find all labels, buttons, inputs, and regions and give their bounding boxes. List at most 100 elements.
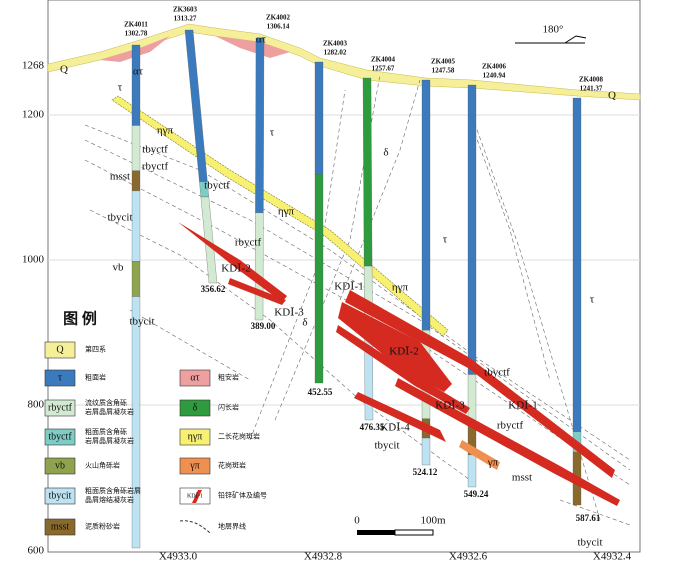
hole-id: ZK4002 xyxy=(266,14,291,22)
rock-label: tbyctf xyxy=(142,144,168,156)
legend-swatch xyxy=(44,428,76,446)
rock-label: τ xyxy=(270,127,275,139)
rock-label: rbyctf xyxy=(235,237,262,249)
rock-label: KDⅠ-4 xyxy=(380,422,410,434)
legend-label: 粗面质含角砾岩屑 xyxy=(85,486,141,495)
hole-id: ZK4008 xyxy=(579,76,604,84)
rock-label: ατ xyxy=(256,34,267,46)
legend-swatch xyxy=(179,369,211,387)
hole-depth: 587.61 xyxy=(576,513,601,523)
hole-segment xyxy=(131,125,141,171)
hole-segment xyxy=(421,437,431,466)
legend-label: 粗面质含角砾 xyxy=(85,427,127,436)
andesite xyxy=(215,36,290,58)
rock-label: δ xyxy=(302,317,307,329)
boundary xyxy=(84,139,631,471)
hole-id: ZK4004 xyxy=(371,56,396,64)
rock-label: τ xyxy=(443,234,448,246)
boundary xyxy=(339,79,421,301)
rock-label: KDⅠ-1 xyxy=(508,400,537,412)
hole-segment xyxy=(254,212,264,321)
x-tick-label: X4932.4 xyxy=(593,551,632,562)
quaternary-cover xyxy=(47,23,641,101)
hole-elevation: 1282.02 xyxy=(324,49,347,57)
legend-label: 粗面岩 xyxy=(85,373,106,382)
hole-elevation: 1313.27 xyxy=(174,15,197,23)
boundary xyxy=(89,209,471,481)
rock-label: γπ xyxy=(487,457,499,469)
scale-bar xyxy=(357,529,434,536)
legend-symbol: Q xyxy=(56,344,64,355)
x-tick-label: X4932.6 xyxy=(449,551,488,562)
ore-body xyxy=(228,278,286,305)
legend-swatch xyxy=(179,457,211,475)
legend-label: 流纹质含角砾 xyxy=(85,398,127,407)
rock-label: rbyctf xyxy=(497,420,524,432)
legend-symbol: msst xyxy=(51,521,70,532)
rock-label: ηγπ xyxy=(157,125,174,137)
hole-segment xyxy=(131,190,141,262)
boundary xyxy=(469,119,551,381)
rock-label: ηγπ xyxy=(278,206,295,218)
legend-symbol: ατ xyxy=(190,372,199,383)
hole-depth: 549.24 xyxy=(464,489,489,499)
legend-ore xyxy=(192,490,202,503)
legend-label: 岩屑晶屑凝灰岩 xyxy=(85,407,134,416)
hole-segment xyxy=(131,261,141,297)
ore-body xyxy=(336,325,470,414)
hole-elevation: 1241.37 xyxy=(580,85,603,93)
x-tick-label: X4933.0 xyxy=(159,551,198,562)
ore-body xyxy=(354,392,446,442)
y-tick-label: 1200 xyxy=(22,109,45,121)
hole-segment xyxy=(200,196,218,284)
hole-elevation: 1257.67 xyxy=(372,65,395,73)
y-tick-label: 800 xyxy=(28,399,45,411)
hole-segment xyxy=(314,174,324,384)
legend-label: 二长花岗斑岩 xyxy=(218,432,260,441)
hole-depth: 452.55 xyxy=(308,387,333,397)
rock-label: ατ xyxy=(133,66,144,78)
ore-body xyxy=(345,290,615,478)
legend-label: 花岗斑岩 xyxy=(218,461,246,470)
rock-label: δ xyxy=(383,147,388,159)
legend-label: 闪长岩 xyxy=(218,403,239,412)
hole-elevation: 1240.94 xyxy=(483,72,506,80)
hole-segment xyxy=(467,84,477,375)
legend-symbol: ηγπ xyxy=(188,431,203,442)
legend-swatch xyxy=(179,399,211,417)
compass-label: 180° xyxy=(543,24,564,36)
rock-label: KDⅠ-3 xyxy=(274,307,304,319)
hole-segment xyxy=(131,296,141,549)
hole-elevation: 1306.14 xyxy=(267,23,290,31)
legend-swatch xyxy=(44,518,76,536)
ore-body xyxy=(395,378,620,506)
hole-segment xyxy=(255,37,265,213)
x-tick-label: X4932.8 xyxy=(304,551,343,562)
legend-label: 铅锌矿体及编号 xyxy=(218,491,267,500)
hole-segment xyxy=(362,77,373,267)
legend-symbol: δ xyxy=(193,402,198,413)
y-tick-label: 1268 xyxy=(22,60,45,72)
legend-symbol: tbycit xyxy=(49,490,72,501)
legend-boundary xyxy=(179,520,211,534)
hole-segment xyxy=(467,454,477,488)
boundary xyxy=(559,499,631,526)
legend-label: 第四系 xyxy=(85,345,106,354)
rock-label: tbyctf xyxy=(484,367,510,379)
legend-label: 粗安岩 xyxy=(218,373,239,382)
scale-end: 100m xyxy=(420,515,446,527)
rock-label: tbycit xyxy=(577,537,602,549)
hole-segment xyxy=(421,79,431,331)
boundary xyxy=(84,159,631,486)
boundaries xyxy=(84,74,631,526)
legend-title: 图 例 xyxy=(63,309,97,327)
legend-label: 泥质粉砂岩 xyxy=(85,522,120,531)
legend-swatch xyxy=(44,369,76,387)
boundary xyxy=(274,74,381,421)
legend-label: 火山角砾岩 xyxy=(85,461,120,470)
rock-label: Q xyxy=(608,90,616,102)
rock-label: τ xyxy=(590,294,595,306)
ore-bodies xyxy=(178,222,620,506)
hole-elevation: 1302.78 xyxy=(125,30,148,38)
legend-swatch xyxy=(179,487,211,505)
